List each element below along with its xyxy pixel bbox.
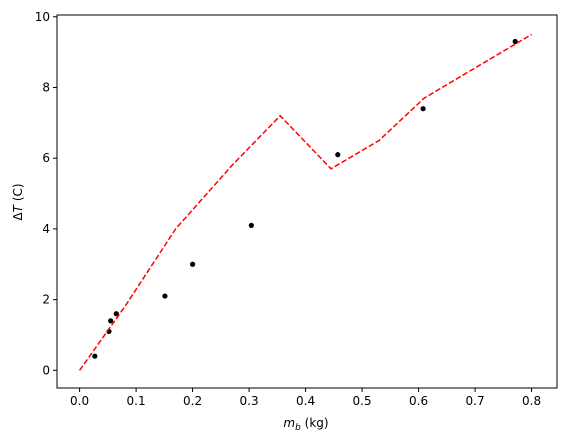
model-dashed-line (78, 33, 532, 371)
y-tick-label: 6 (42, 151, 50, 165)
x-tick-label: 0.6 (409, 394, 428, 408)
x-axis: 0.0 0.1 0.2 0.3 0.4 0.5 0.6 0.7 0.8 (70, 388, 541, 408)
data-point (92, 353, 98, 359)
x-axis-label: mb (kg) (283, 416, 328, 433)
y-tick-label: 8 (42, 80, 50, 94)
x-tick-label: 0.7 (466, 394, 485, 408)
x-tick-label: 0.0 (70, 394, 89, 408)
x-tick-label: 0.3 (240, 394, 259, 408)
x-tick-label: 0.8 (522, 394, 541, 408)
y-tick-label: 0 (42, 363, 50, 377)
y-tick-label: 2 (42, 293, 50, 307)
data-point (108, 318, 114, 324)
data-point (335, 152, 341, 158)
data-point (420, 106, 426, 112)
y-tick-label: 4 (42, 222, 50, 236)
x-tick-label: 0.2 (183, 394, 202, 408)
data-point (189, 261, 196, 267)
y-axis-unit: (C) (11, 183, 25, 205)
data-point (512, 38, 518, 45)
y-axis-label: ΔT (C) (11, 183, 25, 220)
x-tick-label: 0.4 (296, 394, 315, 408)
x-axis-symbol: m (283, 416, 295, 430)
data-point (162, 293, 168, 299)
x-axis-unit: (kg) (301, 416, 329, 430)
y-axis: 0 2 4 6 8 10 (35, 10, 57, 377)
x-tick-label: 0.1 (127, 394, 146, 408)
x-tick-label: 0.5 (353, 394, 372, 408)
series-layer (78, 33, 532, 371)
plot-frame (56, 14, 558, 389)
y-tick-label: 10 (35, 10, 50, 24)
y-axis-prefix: Δ (11, 212, 25, 221)
data-point (248, 222, 254, 228)
y-axis-symbol: T (11, 203, 25, 212)
data-point (113, 311, 119, 317)
x-axis-subscript: b (295, 423, 301, 433)
